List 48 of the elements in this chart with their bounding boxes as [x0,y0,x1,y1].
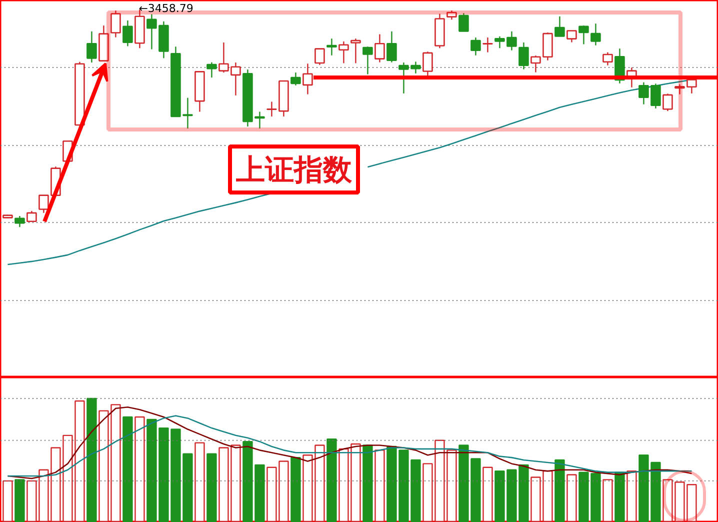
candlestick [302,63,313,95]
candlestick [446,10,457,20]
candlestick [518,42,529,70]
candlestick [122,20,133,47]
bar [374,450,385,522]
candlestick [662,93,673,112]
candlestick [86,30,97,64]
candlestick [14,215,25,228]
candlestick [206,62,217,78]
candlestick [110,10,121,38]
candlestick [290,72,301,86]
bar [482,466,493,522]
bar [626,470,637,522]
bar [326,438,337,522]
candlestick [458,12,469,32]
candlestick [578,24,589,45]
candlestick [470,36,481,56]
bar [14,479,25,522]
candlestick [338,40,349,64]
candlestick [554,16,565,37]
bar [86,398,97,522]
bar [134,416,145,522]
bar [2,480,13,522]
bar [602,479,613,522]
candlestick [314,48,325,66]
candlestick [374,34,385,63]
candlestick [326,38,337,56]
candlestick [530,54,541,73]
candlestick [386,30,397,63]
candlestick [602,52,613,66]
bar [122,416,133,522]
annotation: ←3458.79 [138,2,194,15]
bar [566,474,577,522]
candlestick [566,30,577,43]
bar [614,472,625,522]
annotation: 上证指数 [235,152,353,186]
candlestick [422,51,433,78]
bar [290,456,301,522]
candlestick [350,38,361,64]
candlestick [542,32,553,61]
candlestick [590,22,601,46]
bar [194,442,205,522]
bar [362,444,373,522]
candlestick [362,46,373,75]
candlestick [482,36,493,53]
bar [206,453,217,522]
bar [554,459,565,522]
candlestick [26,210,37,222]
